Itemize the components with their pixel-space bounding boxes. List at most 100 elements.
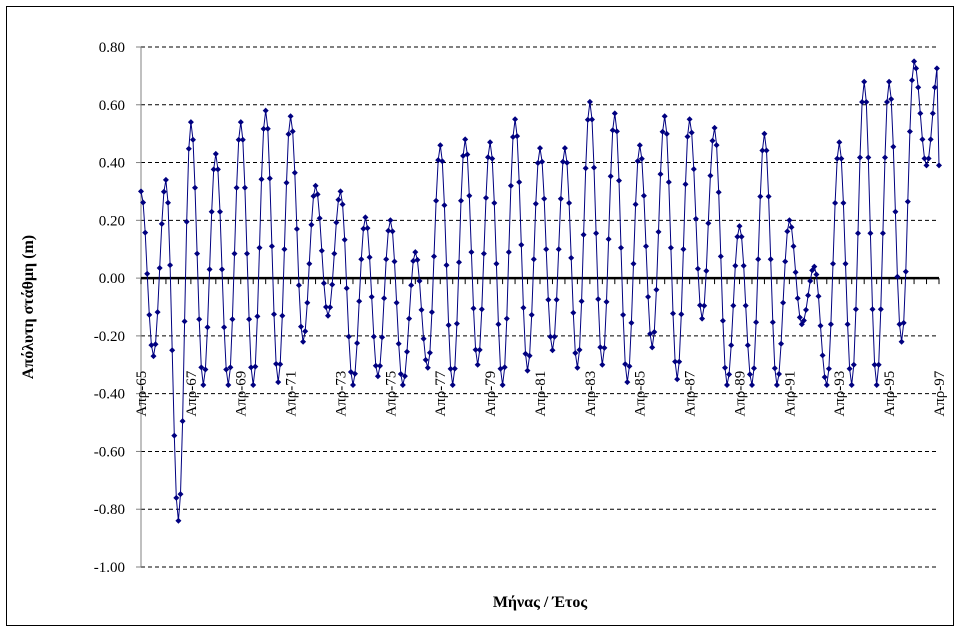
data-point <box>632 201 639 208</box>
data-point <box>630 260 637 267</box>
data-point <box>233 184 240 191</box>
data-point <box>343 285 350 292</box>
data-point <box>564 159 570 166</box>
y-tick-label: -0.80 <box>94 502 125 518</box>
data-point <box>318 247 325 254</box>
data-point <box>919 136 926 143</box>
data-point <box>572 350 579 356</box>
data-point <box>244 250 250 257</box>
data-point <box>190 136 196 143</box>
data-point <box>817 322 824 329</box>
data-point <box>219 266 225 273</box>
y-tick-labels: 0.80 0.60 0.40 0.20 0.00 -0.20 -0.40 -0.60 -0.80… <box>94 40 141 576</box>
data-point <box>248 364 255 371</box>
data-point <box>212 150 219 157</box>
data-point <box>634 158 641 165</box>
data-point <box>545 296 552 303</box>
data-point <box>410 258 417 264</box>
data-point <box>377 362 383 369</box>
data-point <box>780 299 787 306</box>
data-point <box>921 155 928 162</box>
data-point <box>302 328 309 335</box>
data-point <box>152 341 159 348</box>
data-point <box>333 219 340 226</box>
x-tick-label: Απρ-85 <box>633 371 649 417</box>
data-point <box>591 164 597 171</box>
data-point <box>840 200 847 206</box>
data-point <box>304 299 311 306</box>
data-point <box>472 346 479 353</box>
x-tick-label: Απρ-95 <box>882 371 898 417</box>
data-point <box>352 370 358 377</box>
data-point <box>279 312 286 319</box>
data-point <box>566 200 573 206</box>
gridlines <box>140 46 940 568</box>
data-point <box>345 333 352 340</box>
data-point <box>651 329 658 335</box>
data-point <box>707 172 714 179</box>
data-point <box>320 280 327 287</box>
data-point <box>456 259 462 266</box>
data-point <box>202 366 209 373</box>
data-point <box>491 200 498 206</box>
data-point <box>451 365 458 372</box>
data-point <box>722 364 728 371</box>
data-point <box>857 154 863 161</box>
data-point <box>140 199 147 206</box>
data-point <box>389 228 396 235</box>
data-point <box>717 253 724 260</box>
data-point <box>836 139 843 146</box>
data-point <box>237 119 244 126</box>
data-point <box>776 371 782 377</box>
x-tick-label: Απρ-81 <box>533 371 549 417</box>
y-tick-label: 0.20 <box>99 213 125 229</box>
data-point <box>936 162 942 169</box>
data-point <box>426 349 433 356</box>
data-point <box>171 432 178 439</box>
data-point <box>401 373 408 380</box>
data-point <box>688 129 695 136</box>
data-point <box>277 361 284 368</box>
data-point <box>146 311 153 318</box>
data-point <box>927 136 934 143</box>
data-point <box>433 197 440 204</box>
data-point <box>252 363 259 370</box>
data-point <box>268 243 275 250</box>
data-point <box>711 124 718 131</box>
data-point <box>931 84 938 91</box>
data-point <box>246 316 253 323</box>
data-point <box>753 319 760 326</box>
data-point <box>699 315 706 322</box>
data-point <box>680 246 687 253</box>
data-point <box>649 344 656 351</box>
data-point <box>613 128 620 135</box>
data-point <box>256 244 263 251</box>
data-point <box>622 361 629 368</box>
data-point <box>645 293 652 300</box>
data-point <box>911 58 918 65</box>
data-point <box>420 335 427 342</box>
data-point <box>175 517 182 524</box>
data-point <box>732 262 739 269</box>
data-point <box>904 198 911 205</box>
data-point <box>684 133 691 140</box>
data-point <box>354 340 361 347</box>
data-point <box>524 367 531 374</box>
data-point <box>800 317 807 324</box>
data-point <box>794 295 801 302</box>
data-point <box>871 361 878 368</box>
data-point <box>744 342 751 349</box>
data-point <box>628 319 635 326</box>
series-layer <box>138 58 942 524</box>
data-point <box>312 182 319 189</box>
data-point <box>372 362 379 369</box>
data-point <box>913 65 920 72</box>
data-point <box>823 382 830 388</box>
data-point <box>503 315 510 322</box>
data-point <box>250 382 257 388</box>
data-point <box>160 188 167 195</box>
data-point <box>505 249 512 256</box>
data-point <box>516 179 523 186</box>
data-point <box>815 293 822 300</box>
data-point <box>387 217 394 224</box>
